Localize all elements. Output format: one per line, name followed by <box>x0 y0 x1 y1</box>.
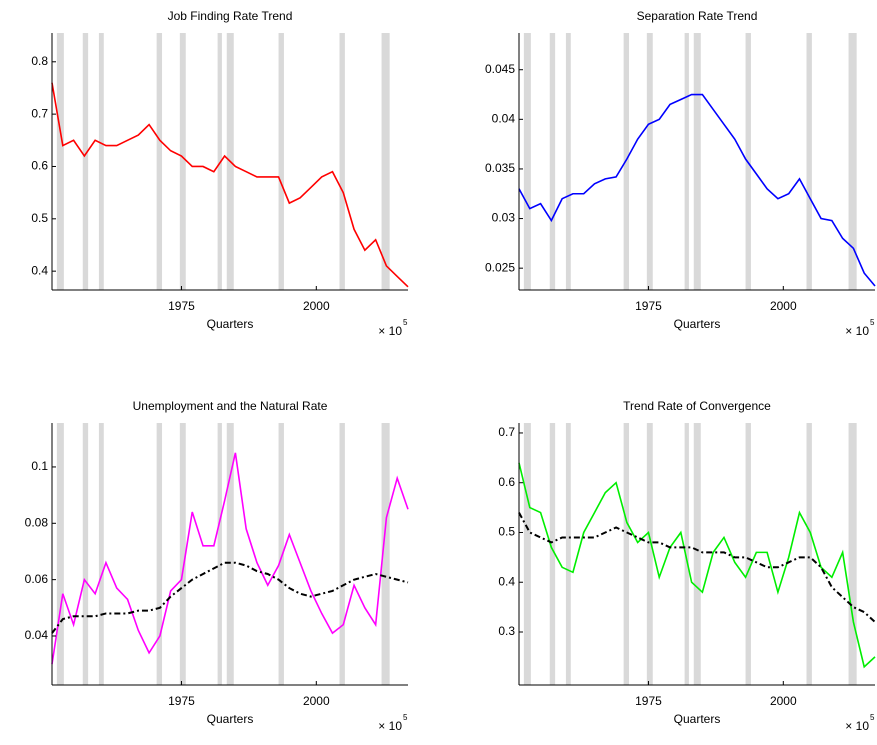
y-tick-label: 0.4 <box>498 574 515 588</box>
shaded-region <box>381 33 390 290</box>
chart-title: Separation Rate Trend <box>637 9 758 23</box>
shaded-region <box>217 33 222 290</box>
shaded-region <box>381 423 390 685</box>
x-exponent: 5 <box>403 713 408 722</box>
y-tick-label: 0.03 <box>492 211 516 225</box>
y-tick-label: 0.1 <box>31 459 48 473</box>
shaded-region <box>339 423 345 685</box>
x-axis-label: Quarters <box>674 317 721 331</box>
shaded-region <box>82 33 89 290</box>
x-multiplier: × 10 <box>845 719 869 733</box>
x-tick-label: 1975 <box>168 299 195 313</box>
shaded-region <box>684 33 689 290</box>
x-axis-label: Quarters <box>207 317 254 331</box>
shaded-region <box>56 33 64 290</box>
shaded-region <box>684 423 689 685</box>
shaded-region <box>806 423 812 685</box>
shaded-region <box>278 423 284 685</box>
x-exponent: 5 <box>870 318 875 327</box>
series-line <box>518 512 876 623</box>
series-line <box>51 452 409 665</box>
x-tick-label: 2000 <box>770 299 797 313</box>
y-tick-label: 0.06 <box>25 572 49 586</box>
shaded-region <box>179 33 186 290</box>
y-tick-label: 0.04 <box>492 112 516 126</box>
x-axis-label: Quarters <box>207 712 254 726</box>
y-tick-label: 0.08 <box>25 515 49 529</box>
shaded-region <box>693 423 701 685</box>
x-multiplier: × 10 <box>845 324 869 338</box>
shaded-region <box>565 33 571 290</box>
shaded-region <box>339 33 345 290</box>
shaded-region <box>226 423 234 685</box>
y-tick-label: 0.045 <box>485 62 515 76</box>
shaded-region <box>646 423 653 685</box>
shaded-region <box>98 423 104 685</box>
shaded-region <box>806 33 812 290</box>
y-tick-label: 0.5 <box>31 211 48 225</box>
series-line <box>51 561 409 634</box>
shaded-region <box>523 33 531 290</box>
chart-title: Trend Rate of Convergence <box>623 399 771 413</box>
y-tick-label: 0.025 <box>485 260 515 274</box>
shaded-region <box>565 423 571 685</box>
series-line <box>51 82 409 288</box>
y-tick-label: 0.3 <box>498 624 515 638</box>
chart-title: Unemployment and the Natural Rate <box>133 399 328 413</box>
chart-title: Job Finding Rate Trend <box>168 9 293 23</box>
x-tick-label: 2000 <box>770 694 797 708</box>
x-exponent: 5 <box>870 713 875 722</box>
y-tick-label: 0.6 <box>498 475 515 489</box>
x-multiplier: × 10 <box>378 324 402 338</box>
shaded-region <box>549 423 556 685</box>
x-tick-label: 1975 <box>168 694 195 708</box>
shaded-region <box>278 33 284 290</box>
x-tick-label: 2000 <box>303 299 330 313</box>
shaded-region <box>745 423 751 685</box>
y-tick-label: 0.035 <box>485 161 515 175</box>
shaded-region <box>179 423 186 685</box>
shaded-region <box>848 423 857 685</box>
shaded-region <box>56 423 64 685</box>
y-tick-label: 0.4 <box>31 263 48 277</box>
y-tick-label: 0.8 <box>31 54 48 68</box>
shaded-region <box>156 33 163 290</box>
shaded-region <box>217 423 222 685</box>
y-tick-label: 0.7 <box>31 106 48 120</box>
shaded-region <box>848 33 857 290</box>
y-tick-label: 0.04 <box>25 628 49 642</box>
shaded-region <box>523 423 531 685</box>
y-tick-label: 0.5 <box>498 525 515 539</box>
x-tick-label: 2000 <box>303 694 330 708</box>
shaded-region <box>693 33 701 290</box>
series-line <box>518 93 876 287</box>
shaded-region <box>646 33 653 290</box>
shaded-region <box>549 33 556 290</box>
shaded-region <box>623 33 630 290</box>
x-exponent: 5 <box>403 318 408 327</box>
x-axis-label: Quarters <box>674 712 721 726</box>
y-tick-label: 0.7 <box>498 425 515 439</box>
x-tick-label: 1975 <box>635 299 662 313</box>
shaded-region <box>156 423 163 685</box>
y-tick-label: 0.6 <box>31 159 48 173</box>
x-multiplier: × 10 <box>378 719 402 733</box>
shaded-region <box>623 423 630 685</box>
x-tick-label: 1975 <box>635 694 662 708</box>
series-line <box>518 462 876 669</box>
shaded-region <box>98 33 104 290</box>
shaded-region <box>82 423 89 685</box>
